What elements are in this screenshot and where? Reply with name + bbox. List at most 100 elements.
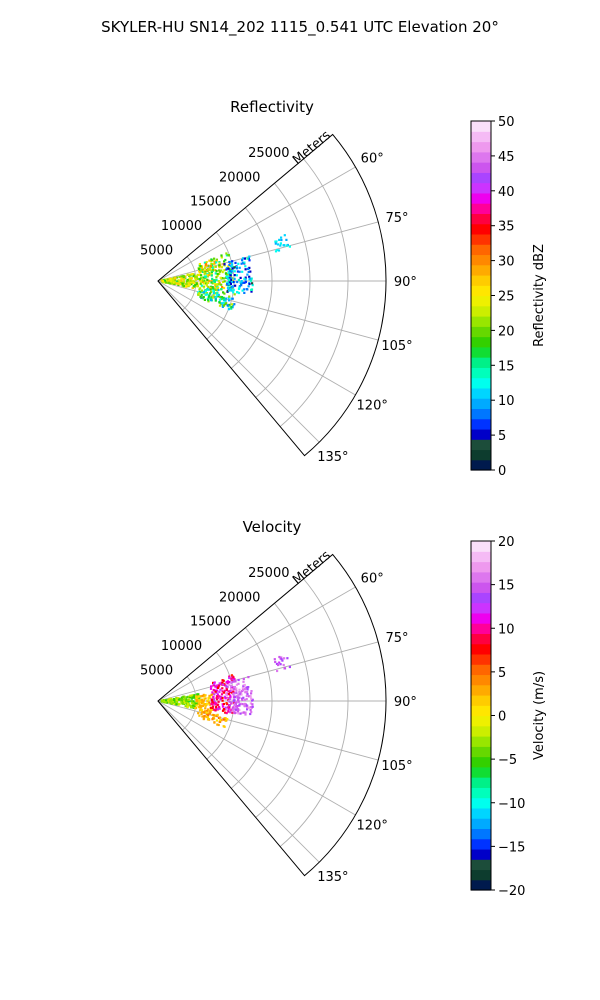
echo-point xyxy=(228,706,231,709)
echo-point xyxy=(221,683,224,686)
chart-title: Velocity xyxy=(243,518,302,536)
echo-point xyxy=(250,711,253,714)
echo-point xyxy=(198,273,201,277)
echo-point xyxy=(218,690,221,693)
echo-point xyxy=(186,280,189,283)
echo-point xyxy=(212,696,215,699)
echo-point xyxy=(231,260,234,263)
echo-point xyxy=(173,277,176,280)
echo-point xyxy=(216,693,219,696)
echo-point xyxy=(220,269,223,272)
echo-point xyxy=(213,681,216,684)
echo-point xyxy=(285,238,288,241)
echo-point xyxy=(195,282,198,285)
echo-point xyxy=(228,276,231,279)
echo-point xyxy=(208,273,211,277)
echo-point xyxy=(204,707,207,710)
echo-point xyxy=(201,708,204,712)
echo-point xyxy=(216,274,219,277)
colorbar-tick-label: 35 xyxy=(498,220,515,235)
echo-point xyxy=(215,295,218,298)
echo-point xyxy=(167,699,170,702)
echo-point xyxy=(228,681,231,684)
echo-point xyxy=(244,265,247,268)
colorbar-segment xyxy=(471,633,491,645)
echo-point xyxy=(171,278,174,281)
echo-point xyxy=(233,678,236,681)
colorbar-segment xyxy=(471,848,491,860)
echo-point xyxy=(223,298,226,301)
echo-point xyxy=(182,280,186,283)
echo-point xyxy=(178,276,181,279)
echo-point xyxy=(201,270,204,273)
echo-point xyxy=(216,707,219,710)
echo-point xyxy=(206,700,209,703)
echo-point xyxy=(204,275,208,278)
echo-point xyxy=(230,688,233,691)
echo-point xyxy=(278,661,281,664)
echo-point xyxy=(218,682,221,685)
echo-point xyxy=(249,708,252,712)
azimuth-gridline xyxy=(157,700,356,816)
echo-point xyxy=(218,695,221,698)
echo-point xyxy=(242,677,245,681)
echo-point xyxy=(231,267,234,270)
azimuth-tick-label: 135° xyxy=(317,450,348,465)
echo-point xyxy=(218,264,221,267)
echo-point xyxy=(230,691,233,694)
echo-point xyxy=(199,707,202,710)
echo-point xyxy=(192,279,195,282)
echo-point xyxy=(199,280,202,283)
echo-point xyxy=(230,684,233,687)
echo-point xyxy=(250,692,253,695)
echo-point xyxy=(229,695,232,699)
range-tick-label: 25000 xyxy=(248,566,289,581)
colorbar-segment xyxy=(471,439,491,451)
colorbar-segment xyxy=(471,869,491,881)
echo-point xyxy=(208,710,211,713)
echo-point xyxy=(238,270,241,273)
echo-point xyxy=(207,285,210,288)
echo-point xyxy=(192,702,195,705)
echo-point xyxy=(202,276,205,279)
echo-point xyxy=(209,708,212,711)
echo-point xyxy=(227,254,230,257)
echo-point xyxy=(225,693,228,697)
echo-point xyxy=(209,286,212,289)
colorbar-segment xyxy=(471,571,491,583)
echo-point xyxy=(238,696,241,699)
colorbar-segment xyxy=(471,408,491,420)
echo-point xyxy=(231,263,234,266)
echo-point xyxy=(251,698,254,701)
echo-point xyxy=(200,293,203,297)
echo-point xyxy=(211,286,214,289)
echo-point xyxy=(231,707,234,710)
colorbar-segment xyxy=(471,141,491,153)
echo-point xyxy=(230,297,233,300)
echo-point xyxy=(192,274,195,277)
echo-point xyxy=(225,268,228,271)
echo-point xyxy=(248,266,251,269)
echo-point xyxy=(246,288,249,291)
echo-point xyxy=(190,697,193,700)
echo-point xyxy=(178,280,181,283)
echo-point xyxy=(239,276,242,279)
echo-point xyxy=(225,685,228,688)
echo-point xyxy=(247,676,250,679)
echo-point xyxy=(175,276,178,279)
echo-point xyxy=(236,705,239,708)
echo-point xyxy=(212,292,216,295)
echo-point xyxy=(206,293,209,296)
figure-title: SKYLER-HU SN14_202 1115_0.541 UTC Elevat… xyxy=(101,18,499,37)
echo-point xyxy=(232,710,235,713)
echo-point xyxy=(276,669,279,673)
colorbar-segment xyxy=(471,377,491,389)
echo-point xyxy=(196,698,199,701)
echo-point xyxy=(202,700,205,703)
echo-point xyxy=(251,703,254,706)
echo-point xyxy=(183,701,186,704)
echo-point xyxy=(193,284,197,287)
echo-point xyxy=(205,710,208,713)
echo-point xyxy=(200,695,203,698)
echo-point xyxy=(237,700,240,703)
